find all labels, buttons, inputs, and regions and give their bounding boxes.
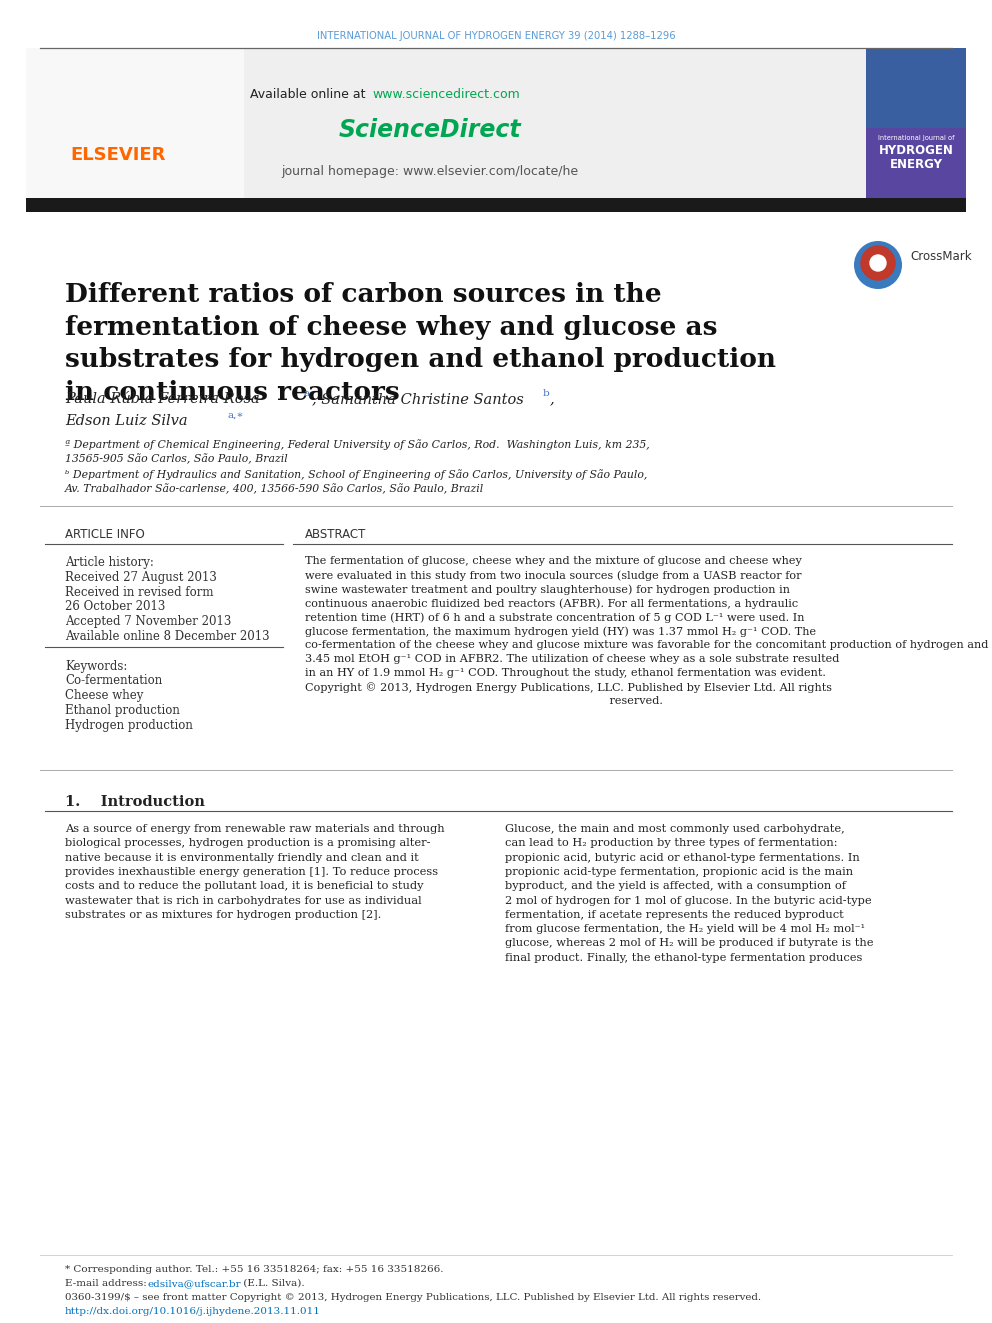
Text: Av. Trabalhador São-carlense, 400, 13566-590 São Carlos, São Paulo, Brazil: Av. Trabalhador São-carlense, 400, 13566…: [65, 484, 484, 495]
Text: a: a: [303, 389, 310, 398]
Text: Received in revised form: Received in revised form: [65, 586, 213, 598]
Text: journal homepage: www.elsevier.com/locate/he: journal homepage: www.elsevier.com/locat…: [282, 165, 578, 179]
Text: Cheese whey: Cheese whey: [65, 689, 144, 703]
Text: continuous anaerobic fluidized bed reactors (AFBR). For all fermentations, a hyd: continuous anaerobic fluidized bed react…: [305, 598, 799, 609]
Text: native because it is environmentally friendly and clean and it: native because it is environmentally fri…: [65, 852, 419, 863]
Text: ScienceDirect: ScienceDirect: [338, 118, 522, 142]
Text: Edson Luiz Silva: Edson Luiz Silva: [65, 414, 187, 429]
Text: ABSTRACT: ABSTRACT: [305, 528, 366, 541]
Text: provides inexhaustible energy generation [1]. To reduce process: provides inexhaustible energy generation…: [65, 867, 438, 877]
Text: The fermentation of glucose, cheese whey and the mixture of glucose and cheese w: The fermentation of glucose, cheese whey…: [305, 556, 802, 566]
Text: propionic acid-type fermentation, propionic acid is the main: propionic acid-type fermentation, propio…: [505, 867, 853, 877]
Text: * Corresponding author. Tel.: +55 16 33518264; fax: +55 16 33518266.: * Corresponding author. Tel.: +55 16 335…: [65, 1265, 443, 1274]
Text: 0360-3199/$ – see front matter Copyright © 2013, Hydrogen Energy Publications, L: 0360-3199/$ – see front matter Copyright…: [65, 1293, 761, 1302]
Text: , Samantha Christine Santos: , Samantha Christine Santos: [312, 392, 524, 406]
Text: a,∗: a,∗: [228, 411, 244, 419]
Text: Accepted 7 November 2013: Accepted 7 November 2013: [65, 615, 231, 628]
Text: 2 mol of hydrogen for 1 mol of glucose. In the butyric acid-type: 2 mol of hydrogen for 1 mol of glucose. …: [505, 896, 872, 905]
Text: ELSEVIER: ELSEVIER: [70, 146, 166, 164]
Text: final product. Finally, the ethanol-type fermentation produces: final product. Finally, the ethanol-type…: [505, 953, 862, 963]
Circle shape: [861, 246, 895, 280]
Text: costs and to reduce the pollutant load, it is beneficial to study: costs and to reduce the pollutant load, …: [65, 881, 424, 892]
Text: byproduct, and the yield is affected, with a consumption of: byproduct, and the yield is affected, wi…: [505, 881, 846, 892]
Text: can lead to H₂ production by three types of fermentation:: can lead to H₂ production by three types…: [505, 839, 837, 848]
Circle shape: [854, 241, 902, 288]
Text: CrossMark: CrossMark: [910, 250, 971, 263]
Text: biological processes, hydrogen production is a promising alter-: biological processes, hydrogen productio…: [65, 839, 431, 848]
Text: ,: ,: [550, 392, 555, 406]
Text: substrates or as mixtures for hydrogen production [2].: substrates or as mixtures for hydrogen p…: [65, 910, 381, 919]
Text: Available online at: Available online at: [251, 89, 370, 102]
Circle shape: [870, 255, 886, 271]
Text: were evaluated in this study from two inocula sources (sludge from a UASB reacto: were evaluated in this study from two in…: [305, 570, 802, 581]
Text: Received 27 August 2013: Received 27 August 2013: [65, 570, 217, 583]
Text: ENERGY: ENERGY: [890, 159, 942, 172]
Text: swine wastewater treatment and poultry slaughterhouse) for hydrogen production i: swine wastewater treatment and poultry s…: [305, 583, 790, 594]
Text: http://dx.doi.org/10.1016/j.ijhydene.2013.11.011: http://dx.doi.org/10.1016/j.ijhydene.201…: [65, 1307, 320, 1316]
Text: ª Department of Chemical Engineering, Federal University of São Carlos, Rod.  Wa: ª Department of Chemical Engineering, Fe…: [65, 439, 650, 450]
Text: INTERNATIONAL JOURNAL OF HYDROGEN ENERGY 39 (2014) 1288–1296: INTERNATIONAL JOURNAL OF HYDROGEN ENERGY…: [316, 30, 676, 41]
Text: b: b: [543, 389, 550, 398]
Text: edsilva@ufscar.br: edsilva@ufscar.br: [147, 1279, 241, 1289]
Text: ᵇ Department of Hydraulics and Sanitation, School of Engineering of São Carlos, : ᵇ Department of Hydraulics and Sanitatio…: [65, 468, 648, 480]
Bar: [26, 48, 866, 198]
Text: in an HY of 1.9 mmol H₂ g⁻¹ COD. Throughout the study, ethanol fermentation was : in an HY of 1.9 mmol H₂ g⁻¹ COD. Through…: [305, 668, 826, 677]
Text: Article history:: Article history:: [65, 556, 154, 569]
Text: from glucose fermentation, the H₂ yield will be 4 mol H₂ mol⁻¹: from glucose fermentation, the H₂ yield …: [505, 923, 865, 934]
Text: co-fermentation of the cheese whey and glucose mixture was favorable for the con: co-fermentation of the cheese whey and g…: [305, 640, 992, 650]
Text: Co-fermentation: Co-fermentation: [65, 675, 163, 688]
Text: retention time (HRT) of 6 h and a substrate concentration of 5 g COD L⁻¹ were us: retention time (HRT) of 6 h and a substr…: [305, 613, 805, 623]
Bar: [26, 48, 244, 198]
Text: wastewater that is rich in carbohydrates for use as individual: wastewater that is rich in carbohydrates…: [65, 896, 422, 905]
Text: 3.45 mol EtOH g⁻¹ COD in AFBR2. The utilization of cheese whey as a sole substra: 3.45 mol EtOH g⁻¹ COD in AFBR2. The util…: [305, 654, 839, 664]
Text: Keywords:: Keywords:: [65, 660, 127, 672]
Text: Copyright © 2013, Hydrogen Energy Publications, LLC. Published by Elsevier Ltd. : Copyright © 2013, Hydrogen Energy Public…: [305, 681, 832, 693]
Bar: [26, 198, 966, 212]
Text: Different ratios of carbon sources in the
fermentation of cheese whey and glucos: Different ratios of carbon sources in th…: [65, 282, 776, 405]
Text: Paula Rúbia Ferreira Rosa: Paula Rúbia Ferreira Rosa: [65, 392, 260, 406]
Text: Glucose, the main and most commonly used carbohydrate,: Glucose, the main and most commonly used…: [505, 824, 845, 833]
Text: www.sciencedirect.com: www.sciencedirect.com: [372, 89, 520, 102]
Text: HYDROGEN: HYDROGEN: [879, 143, 953, 156]
Text: Available online 8 December 2013: Available online 8 December 2013: [65, 630, 270, 643]
Text: reserved.: reserved.: [305, 696, 663, 706]
Text: (E.L. Silva).: (E.L. Silva).: [240, 1279, 305, 1289]
Text: 1.    Introduction: 1. Introduction: [65, 795, 205, 808]
Text: International Journal of: International Journal of: [878, 135, 954, 142]
Text: 13565-905 São Carlos, São Paulo, Brazil: 13565-905 São Carlos, São Paulo, Brazil: [65, 454, 288, 464]
Text: Hydrogen production: Hydrogen production: [65, 718, 192, 732]
Bar: [866, 48, 966, 198]
Text: As a source of energy from renewable raw materials and through: As a source of energy from renewable raw…: [65, 824, 444, 833]
Text: ARTICLE INFO: ARTICLE INFO: [65, 528, 145, 541]
Text: Ethanol production: Ethanol production: [65, 704, 180, 717]
Bar: [866, 128, 966, 198]
Text: propionic acid, butyric acid or ethanol-type fermentations. In: propionic acid, butyric acid or ethanol-…: [505, 852, 860, 863]
Text: glucose fermentation, the maximum hydrogen yield (HY) was 1.37 mmol H₂ g⁻¹ COD. : glucose fermentation, the maximum hydrog…: [305, 626, 816, 636]
Text: 26 October 2013: 26 October 2013: [65, 601, 166, 614]
Text: E-mail address:: E-mail address:: [65, 1279, 150, 1289]
Text: fermentation, if acetate represents the reduced byproduct: fermentation, if acetate represents the …: [505, 910, 844, 919]
Text: glucose, whereas 2 mol of H₂ will be produced if butyrate is the: glucose, whereas 2 mol of H₂ will be pro…: [505, 938, 874, 949]
